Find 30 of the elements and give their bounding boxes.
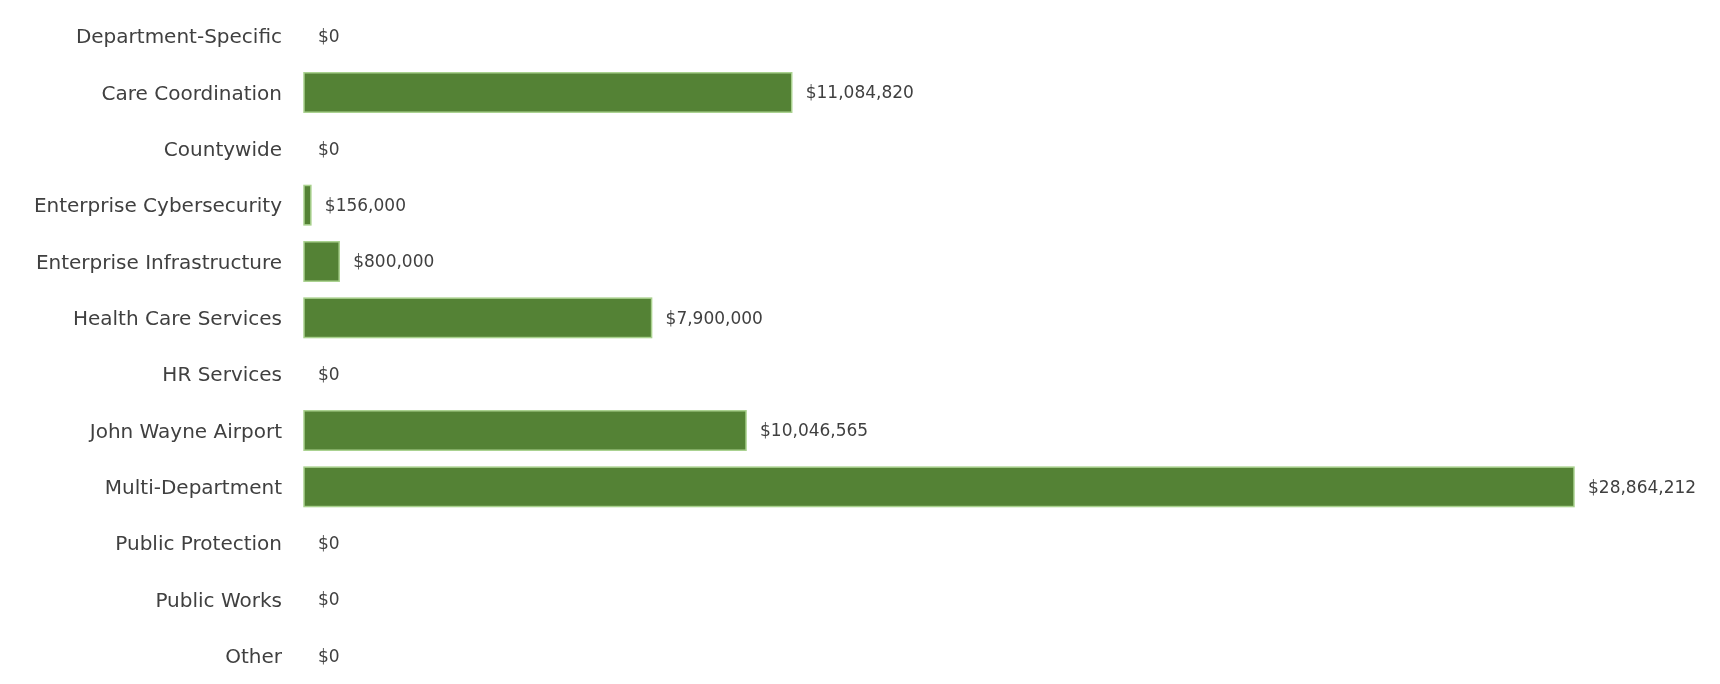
y-tick-label: Enterprise Infrastructure bbox=[35, 249, 282, 274]
bar bbox=[303, 410, 747, 451]
bar bbox=[303, 184, 312, 226]
data-label: $28,864,212 bbox=[1588, 476, 1697, 497]
data-label: $0 bbox=[318, 645, 340, 666]
data-label: $156,000 bbox=[324, 195, 406, 216]
bar bbox=[303, 241, 340, 282]
bar bbox=[303, 72, 793, 113]
data-label: $0 bbox=[318, 138, 340, 159]
y-tick-label: Multi-Department bbox=[104, 474, 283, 499]
y-tick-label: Enterprise Cybersecurity bbox=[33, 193, 283, 218]
data-label: $0 bbox=[318, 589, 340, 610]
data-label: $7,900,000 bbox=[665, 307, 763, 328]
bar bbox=[303, 297, 653, 339]
y-tick-label: Other bbox=[225, 643, 283, 668]
data-label: $0 bbox=[318, 364, 340, 385]
y-tick-label: Countywide bbox=[163, 136, 282, 161]
y-tick-label: HR Services bbox=[162, 362, 282, 387]
y-tick-label: Public Works bbox=[155, 587, 282, 612]
y-tick-label: Health Care Services bbox=[72, 305, 282, 330]
y-tick-label: Public Protection bbox=[115, 531, 282, 556]
data-label: $10,046,565 bbox=[760, 420, 869, 441]
bar bbox=[303, 466, 1575, 508]
y-tick-label: Care Coordination bbox=[101, 80, 282, 105]
y-tick-label: John Wayne Airport bbox=[87, 418, 283, 443]
data-label: $0 bbox=[318, 533, 340, 554]
y-tick-label: Department-Specific bbox=[75, 24, 282, 49]
data-label: $11,084,820 bbox=[805, 82, 914, 103]
data-label: $0 bbox=[318, 26, 340, 47]
data-label: $800,000 bbox=[353, 251, 435, 272]
